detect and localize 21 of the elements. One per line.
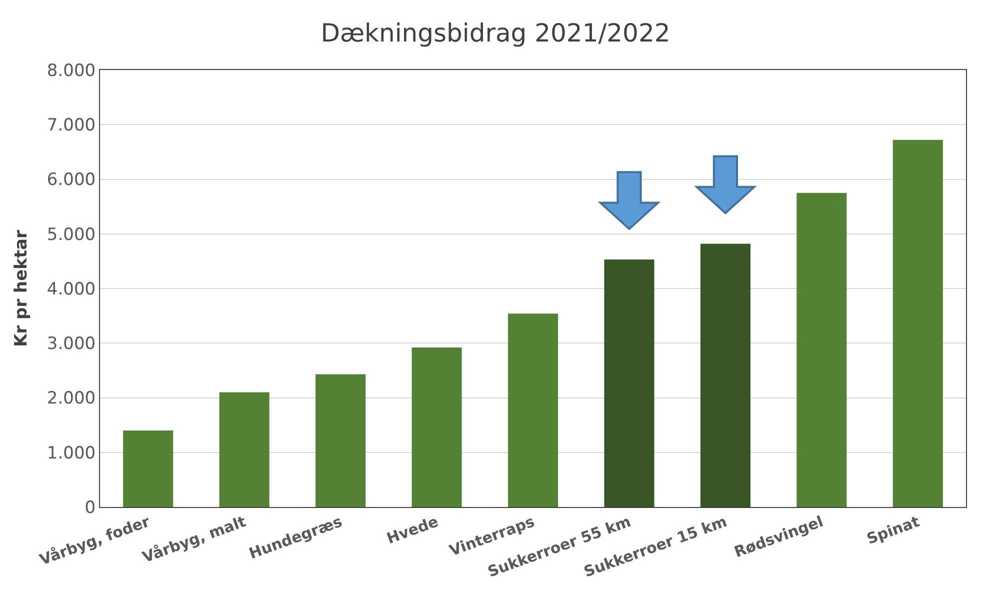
y-tick-label: 0	[84, 498, 96, 518]
bar	[412, 348, 462, 507]
y-tick-label: 2.000	[46, 388, 96, 409]
bar	[316, 374, 366, 507]
bar	[604, 260, 654, 507]
y-tick-label: 8.000	[46, 60, 96, 81]
y-tick-label: 7.000	[46, 116, 96, 136]
y-axis-title: Kr pr hektar	[11, 229, 32, 347]
bar	[892, 140, 943, 507]
bar	[219, 392, 270, 507]
bar	[508, 314, 558, 507]
y-tick-label: 1.000	[46, 443, 96, 464]
y-tick-label: 6.000	[46, 170, 96, 190]
x-tick-label: Hvede	[384, 512, 441, 548]
bar	[700, 244, 750, 507]
bar	[796, 192, 847, 507]
bar	[123, 430, 174, 507]
y-tick-label: 3.000	[46, 334, 96, 354]
chart-title: Dækningsbidrag 2021/2022	[320, 18, 670, 48]
y-tick-label: 4.000	[46, 279, 96, 300]
y-tick-label: 5.000	[46, 224, 96, 245]
